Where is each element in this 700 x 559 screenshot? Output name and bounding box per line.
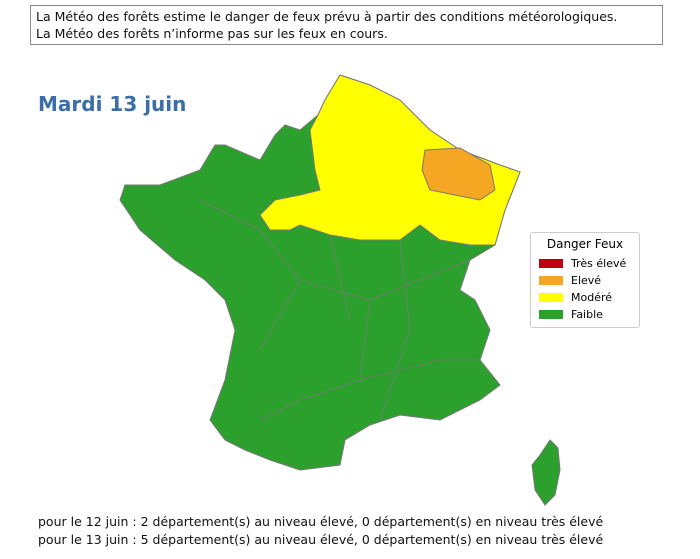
notice-line: La Météo des forêts n’informe pas sur le… [36,26,388,41]
legend-label: Elevé [571,274,602,287]
notice-line: La Météo des forêts estime le danger de … [36,9,618,24]
legend-swatch [539,293,563,302]
legend-label: Modéré [571,291,613,304]
legend-label: Faible [571,308,603,321]
corse [531,439,561,506]
department-borders [199,199,480,421]
legend-item: Très élevé [539,255,631,272]
legend-swatch [539,310,563,319]
footer: pour le 12 juin : 2 département(s) au ni… [38,513,603,549]
legend-item: Elevé [539,272,631,289]
map-title: Mardi 13 juin [38,92,187,116]
legend: Danger Feux Très élevé Elevé Modéré Faible [530,232,640,328]
legend-item: Faible [539,306,631,323]
legend-item: Modéré [539,289,631,306]
legend-label: Très élevé [571,257,627,270]
zone-eleve [421,147,496,201]
notice: La Météo des forêts estime le danger de … [30,5,663,45]
legend-swatch [539,276,563,285]
legend-swatch [539,259,563,268]
legend-title: Danger Feux [546,237,624,251]
zone-modere [259,74,521,246]
footer-line: pour le 12 juin : 2 département(s) au ni… [38,514,604,529]
footer-line: pour le 13 juin : 5 département(s) au ni… [38,532,604,547]
